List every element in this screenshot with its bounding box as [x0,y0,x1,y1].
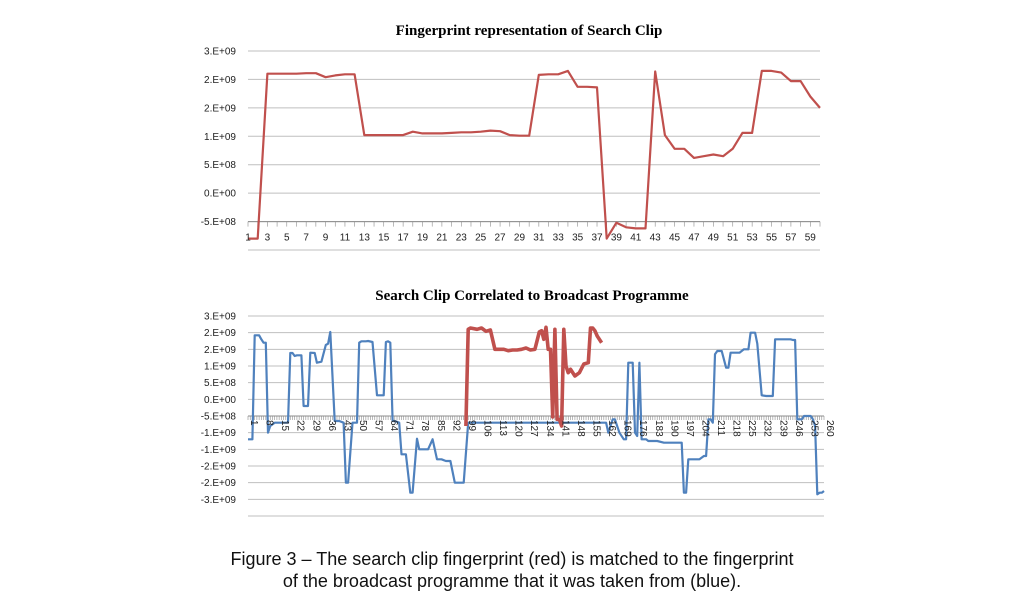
y-tick-label: 2.E+09 [204,103,236,114]
y-tick-label: -2.E+09 [201,478,237,489]
x-tick-label: 232 [762,420,773,437]
x-tick-label: 64 [388,420,399,432]
y-tick-label: 2.E+09 [204,328,236,339]
x-tick-label: 51 [727,233,739,244]
x-tick-label: 17 [398,233,410,244]
x-tick-label: 71 [404,420,415,432]
x-tick-label: 134 [544,420,555,437]
chart-2-plot: 3.E+09 2.E+09 2.E+09 1.E+09 5.E+08 0.E+00 -5.E… [201,312,835,517]
x-tick-label: 1 [248,420,259,426]
y-tick-label: -1.E+09 [201,428,237,439]
x-tick-label: 218 [731,420,742,437]
x-tick-label: 120 [513,420,524,437]
x-tick-label: 106 [482,420,493,437]
x-tick-label: 85 [435,420,446,432]
x-tick-label: 41 [630,233,642,244]
x-tick-label: 190 [668,420,679,437]
x-tick-label: 31 [533,233,545,244]
x-tick-label: 13 [359,233,371,244]
x-tick-label: 225 [746,420,757,437]
x-tick-label: 29 [514,233,526,244]
y-tick-label: 2.E+09 [204,75,236,86]
y-tick-label: 1.E+09 [204,362,236,373]
x-tick-label: 19 [417,233,429,244]
y-tick-label: 5.E+08 [204,378,236,389]
y-tick-label: 2.E+09 [204,345,236,356]
x-tick-label: 22 [295,420,306,432]
x-tick-label: 11 [340,233,351,244]
x-tick-label: 7 [303,233,309,244]
figure-caption: Figure 3 – The search clip fingerprint (… [0,548,1024,592]
y-tick-label: -2.E+09 [201,462,237,473]
figure-charts: Fingerprint representation of Search Cli… [201,23,835,517]
y-tick-label: -3.E+09 [201,495,237,506]
y-tick-label: -5.E+08 [201,412,237,423]
chart-1-plot: 3.E+09 2.E+09 2.E+09 1.E+09 5.E+08 0.E+00 -5.E… [201,47,821,251]
x-tick-label: 5 [284,233,290,244]
x-tick-label: 260 [824,420,835,437]
y-tick-label: 0.E+00 [204,189,236,200]
x-tick-label: 43 [341,420,352,432]
x-tick-label: 9 [323,233,329,244]
x-tick-label: 78 [419,420,430,432]
x-tick-label: 35 [572,233,584,244]
caption-line-2: of the broadcast programme that it was t… [282,571,742,591]
chart-1-title: Fingerprint representation of Search Cli… [396,23,663,39]
x-tick-label: 211 [715,420,726,436]
x-tick-label: 57 [373,420,384,432]
x-tick-label: 15 [279,420,290,432]
y-tick-label: 1.E+09 [204,132,236,143]
x-tick-label: 29 [310,420,321,432]
x-tick-label: 49 [708,233,720,244]
caption-line-1: Figure 3 – The search clip fingerprint (… [230,549,794,569]
x-tick-label: 53 [747,233,759,244]
y-tick-label: -1.E+09 [201,445,237,456]
x-tick-label: 36 [326,420,337,432]
series-line-search-clip [248,69,821,240]
x-tick-label: 155 [590,420,601,437]
x-tick-label: 33 [553,233,565,244]
x-tick-label: 45 [669,233,681,244]
x-tick-label: 37 [591,233,603,244]
x-tick-label: 47 [688,233,700,244]
chart-2-title: Search Clip Correlated to Broadcast Prog… [375,288,689,304]
x-tick-label: 141 [559,420,570,437]
x-tick-label: 183 [653,420,664,437]
x-tick-label: 59 [805,233,817,244]
x-tick-label: 246 [793,420,804,437]
x-tick-label: 39 [611,233,623,244]
x-tick-label: 55 [766,233,778,244]
y-tick-label: 5.E+08 [204,160,236,171]
x-tick-label: 99 [466,420,477,432]
x-tick-label: 23 [456,233,468,244]
series-line-search-clip [464,325,604,428]
x-tick-label: 27 [495,233,507,244]
x-tick-label: 169 [622,420,633,437]
x-tick-label: 50 [357,420,368,432]
x-tick-label: 3 [265,233,271,244]
x-tick-label: 176 [637,420,648,437]
x-tick-label: 253 [808,420,819,437]
x-tick-label: 127 [528,420,539,437]
x-tick-label: 25 [475,233,487,244]
x-tick-label: 43 [650,233,662,244]
series-line-broadcast [248,330,825,496]
x-tick-label: 1 [245,233,251,244]
x-tick-label: 113 [497,420,508,436]
x-tick-label: 8 [264,420,275,426]
y-tick-label: 3.E+09 [204,312,236,323]
x-tick-label: 15 [378,233,390,244]
x-tick-label: 204 [699,420,710,437]
y-tick-label: 3.E+09 [204,47,236,58]
x-tick-label: 162 [606,420,617,437]
x-tick-label: 148 [575,420,586,437]
x-tick-label: 197 [684,420,695,437]
y-tick-label: -5.E+08 [201,217,237,228]
x-tick-label: 92 [450,420,461,432]
x-tick-label: 239 [777,420,788,437]
x-tick-label: 57 [785,233,797,244]
y-tick-label: 0.E+00 [204,395,236,406]
x-tick-label: 21 [436,233,448,244]
